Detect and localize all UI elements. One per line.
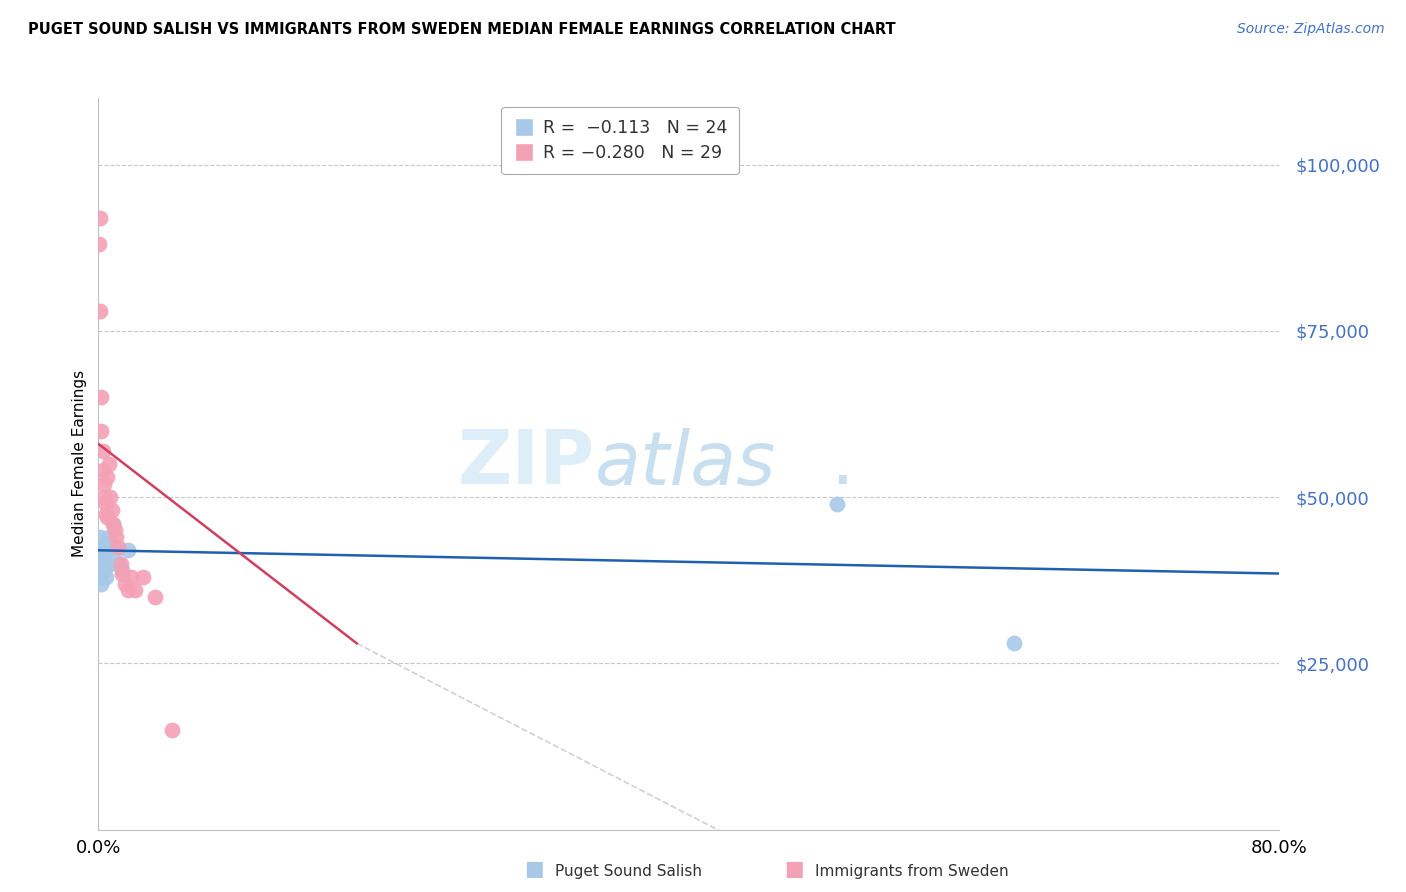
Text: ■: ■ [785,859,804,879]
Legend: R =  −0.113   N = 24, R = −0.280   N = 29: R = −0.113 N = 24, R = −0.280 N = 29 [501,107,740,174]
Point [143,590,166,604]
Point [93,563,115,577]
Point [91,557,114,571]
Point [825,497,848,511]
Text: Immigrants from Sweden: Immigrants from Sweden [815,863,1010,879]
Point [96,510,118,524]
Point [90,576,112,591]
Point [89,211,111,225]
Point [105,543,128,558]
Point [93,490,115,504]
Text: ■: ■ [524,859,544,879]
Point [100,536,122,550]
Point [96,470,118,484]
Point [98,557,121,571]
Point [120,570,142,584]
Text: ZIP: ZIP [457,427,595,500]
Point [110,557,132,571]
Point [94,536,117,550]
Point [105,530,128,544]
Point [96,543,118,558]
Point [107,540,129,554]
Text: Puget Sound Salish: Puget Sound Salish [555,863,703,879]
Text: Source: ZipAtlas.com: Source: ZipAtlas.com [1237,22,1385,37]
Point [1002,636,1025,650]
Point [89,530,111,544]
Point [111,563,134,577]
Point [108,557,131,571]
Point [94,507,117,521]
Point [89,237,111,252]
Point [89,570,111,584]
Point [90,557,112,571]
Y-axis label: Median Female Earnings: Median Female Earnings [72,370,87,558]
Point [132,570,155,584]
Point [98,490,121,504]
Point [90,549,112,564]
Point [91,536,114,550]
Point [117,583,139,598]
Point [94,570,117,584]
Point [162,723,183,737]
Point [91,463,114,477]
Point [89,304,111,318]
Point [100,503,122,517]
Point [91,443,114,458]
Point [93,547,115,561]
Point [89,543,111,558]
Text: PUGET SOUND SALISH VS IMMIGRANTS FROM SWEDEN MEDIAN FEMALE EARNINGS CORRELATION : PUGET SOUND SALISH VS IMMIGRANTS FROM SW… [28,22,896,37]
Point [93,476,115,491]
Point [104,524,127,538]
Point [117,543,139,558]
Point [114,576,136,591]
Point [103,516,125,531]
Point [111,566,134,581]
Point [97,457,120,471]
Point [94,497,117,511]
Text: atlas: atlas [595,428,776,500]
Point [90,424,112,438]
Point [103,516,125,531]
Point [97,530,120,544]
Point [90,390,112,404]
Point [124,583,146,598]
Text: .: . [831,427,855,500]
Point [96,557,118,571]
